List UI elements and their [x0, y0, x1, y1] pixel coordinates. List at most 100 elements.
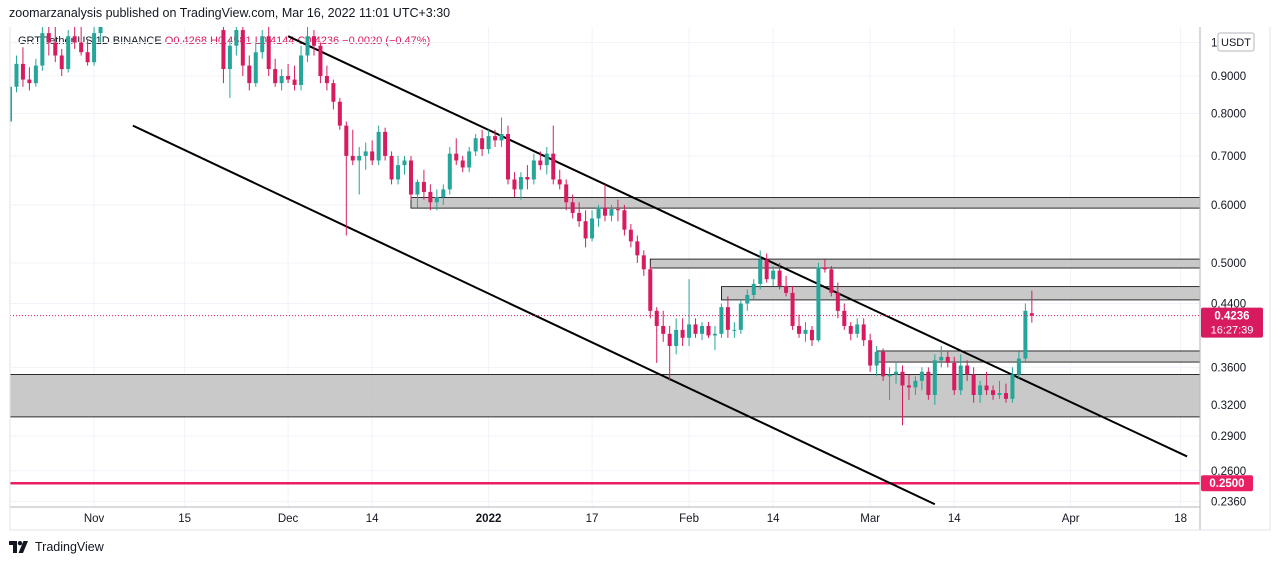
candle	[771, 266, 776, 286]
candle-body	[803, 329, 808, 334]
candle	[493, 129, 498, 147]
candle	[227, 39, 232, 98]
candle	[434, 189, 439, 211]
candle	[881, 348, 886, 381]
footer: TradingView	[9, 540, 104, 554]
candle-body	[79, 42, 84, 53]
candle	[92, 27, 97, 66]
candle	[861, 318, 866, 346]
zone-rect	[9, 374, 1201, 418]
candle	[667, 325, 672, 381]
candle-body	[512, 179, 517, 190]
candle-body	[1029, 313, 1034, 316]
candle	[577, 202, 582, 227]
low-value: L0.4144	[254, 35, 295, 47]
candle	[596, 204, 601, 227]
candle	[273, 58, 278, 87]
candle-body	[577, 212, 582, 222]
candle	[460, 155, 465, 173]
candle-body	[551, 153, 556, 180]
candle	[59, 48, 64, 77]
candle	[926, 367, 931, 400]
candle-body	[816, 267, 821, 341]
candle	[10, 83, 13, 124]
candle	[402, 155, 407, 175]
candle	[505, 125, 510, 185]
candle	[14, 55, 19, 93]
candle-body	[1010, 374, 1015, 399]
candle-body	[531, 160, 536, 180]
candle	[674, 318, 679, 355]
footer-brand[interactable]: TradingView	[35, 540, 104, 554]
candle	[900, 365, 905, 426]
candle-body	[835, 292, 840, 311]
candle	[551, 125, 556, 185]
candle-body	[454, 153, 459, 161]
y-tick-label: 0.5000	[1211, 258, 1246, 270]
candle	[777, 262, 782, 290]
candle-body	[900, 371, 905, 386]
candle	[978, 380, 983, 403]
candle-body	[499, 133, 504, 141]
candle	[512, 172, 517, 198]
candle-body	[667, 333, 672, 346]
candle-body	[286, 76, 291, 80]
candle-body	[771, 270, 776, 280]
price-zones	[9, 197, 1201, 418]
candle	[628, 224, 633, 248]
candle	[376, 125, 381, 166]
candle-body	[72, 36, 77, 43]
candle-body	[525, 177, 530, 180]
candle-body	[784, 285, 789, 293]
candle	[557, 169, 562, 190]
candle-body	[706, 325, 711, 336]
candle	[344, 121, 349, 236]
candle-body	[389, 155, 394, 180]
candle	[428, 184, 433, 211]
candle	[234, 27, 239, 56]
candle-body	[53, 42, 58, 56]
candle	[751, 279, 756, 300]
candle-body	[59, 55, 64, 70]
candle-body	[421, 181, 426, 192]
y-tick-label: 0.6000	[1211, 200, 1246, 212]
candle	[932, 354, 937, 405]
candle-body	[622, 210, 627, 230]
candle-body	[20, 63, 25, 80]
symbol-name[interactable]: GRT	[18, 35, 41, 47]
candle-body	[926, 371, 931, 395]
candle	[299, 45, 304, 91]
candle	[20, 47, 25, 87]
candle-body	[415, 181, 420, 195]
candle	[499, 117, 504, 147]
candle	[311, 30, 316, 56]
candle-body	[583, 221, 588, 239]
candle	[85, 39, 90, 66]
candle-body	[602, 207, 608, 216]
candle-body	[732, 329, 737, 331]
y-tick-label: 0.3600	[1211, 362, 1246, 374]
candle-body	[408, 160, 413, 195]
candle-body	[590, 218, 595, 239]
candle-body	[357, 155, 362, 161]
publisher-header: zoomarzanalysis published on TradingView…	[9, 6, 451, 20]
candle-body	[33, 65, 38, 84]
candle-body	[467, 151, 472, 168]
candle-body	[505, 133, 510, 180]
candle	[421, 169, 426, 200]
candle-body	[253, 52, 258, 84]
candle-body	[984, 385, 989, 391]
candle-body	[46, 33, 51, 43]
candle	[965, 360, 970, 381]
candle-body	[894, 371, 899, 375]
candle-body	[331, 83, 336, 102]
candle-body	[480, 138, 485, 150]
candle-body	[615, 209, 620, 211]
candle-body	[932, 360, 937, 395]
candle	[1023, 303, 1028, 363]
interval-label: 1D	[95, 35, 110, 47]
candle-body	[861, 324, 866, 341]
candle-body	[486, 136, 491, 150]
candle-body	[635, 241, 640, 256]
